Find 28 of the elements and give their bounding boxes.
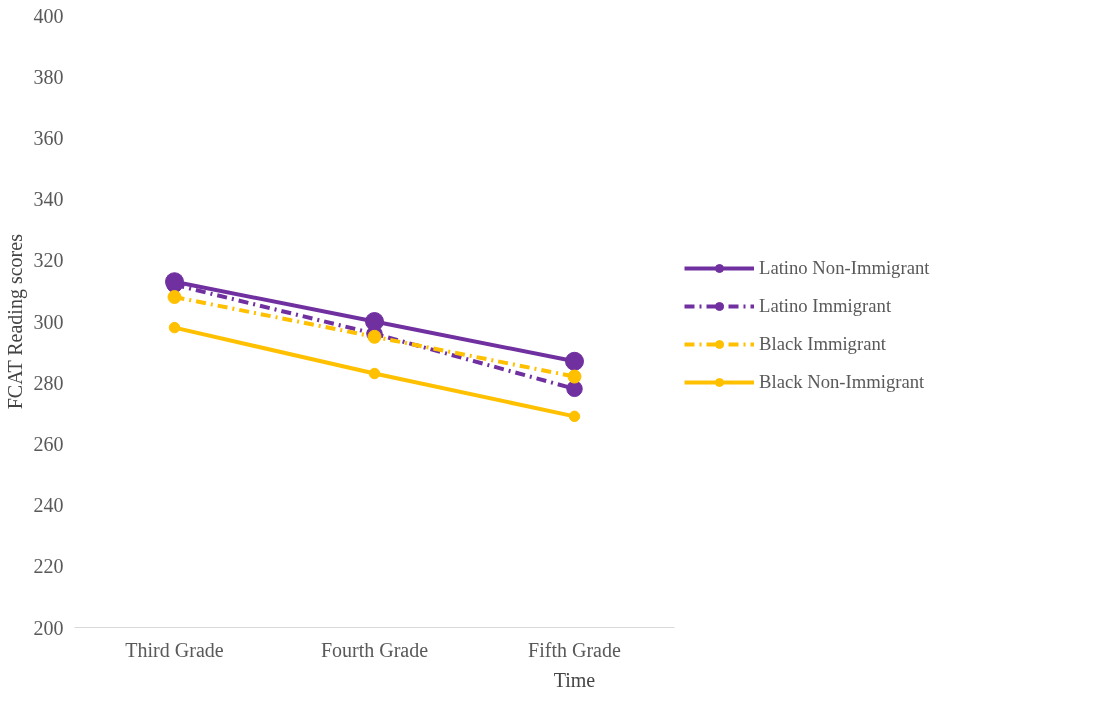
legend-label: Latino Immigrant — [759, 294, 892, 319]
point — [367, 329, 382, 344]
y-axis-title: FCAT Reading scores — [3, 233, 27, 410]
x-tick-label: Fifth Grade — [528, 638, 621, 661]
point — [168, 321, 181, 334]
y-tick-label: 240 — [33, 494, 64, 517]
y-tick-label: 220 — [33, 555, 64, 578]
legend-label: Black Non-Immigrant — [759, 370, 925, 395]
legend-label: Latino Non-Immigrant — [759, 256, 930, 281]
y-tick-label: 400 — [33, 4, 64, 27]
point — [566, 380, 583, 398]
point — [565, 351, 584, 371]
point — [167, 290, 182, 305]
y-tick-label: 200 — [33, 616, 64, 639]
y-tick-label: 340 — [33, 188, 64, 211]
y-tick-label: 260 — [33, 432, 64, 455]
x-tick-label: Third Grade — [125, 638, 224, 661]
x-axis-title: Time — [553, 668, 596, 691]
y-tick-label: 320 — [33, 249, 64, 272]
point — [568, 410, 581, 423]
point — [567, 369, 582, 384]
y-tick-label: 300 — [33, 310, 64, 333]
legend-label: Black Immigrant — [759, 332, 886, 357]
y-tick-label: 380 — [33, 65, 64, 88]
point — [368, 367, 381, 380]
y-tick-label: 280 — [33, 371, 64, 394]
y-tick-label: 360 — [33, 126, 64, 149]
x-tick-label: Fourth Grade — [320, 638, 429, 661]
